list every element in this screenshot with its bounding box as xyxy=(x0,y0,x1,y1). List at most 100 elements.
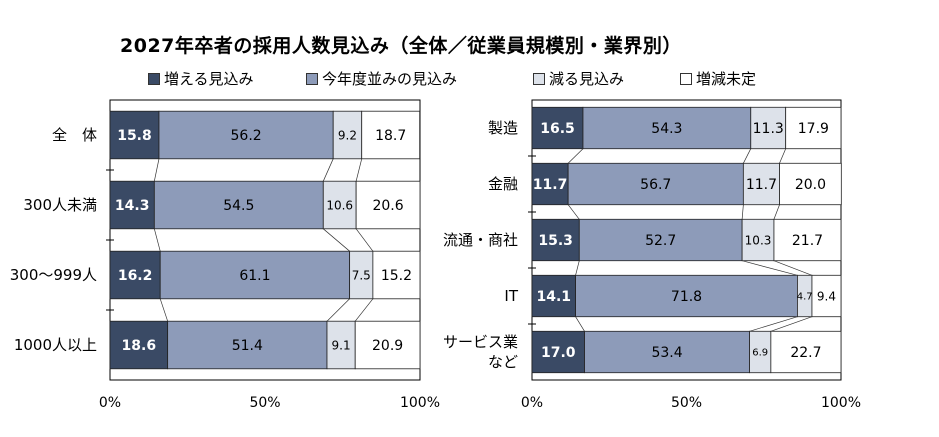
chart-title: 2027年卒者の採用人数見込み（全体／従業員規模別・業界別） xyxy=(120,35,682,57)
x-tick-label: 50% xyxy=(671,395,702,411)
bar-increase xyxy=(531,106,584,150)
bar-undecided xyxy=(773,218,842,262)
x-tick-label: 100% xyxy=(821,395,861,411)
x-tick-label: 0% xyxy=(99,395,121,411)
x-tick-label: 0% xyxy=(521,395,543,411)
series-connector xyxy=(567,148,584,164)
data-label-decrease: 6.9 xyxy=(752,348,768,359)
bar-same xyxy=(567,162,744,206)
data-label-decrease: 10.3 xyxy=(745,233,772,247)
bar-increase xyxy=(531,162,569,206)
legend-label-undecided: 増減未定 xyxy=(696,70,757,88)
bar-same xyxy=(582,106,752,150)
bar-undecided xyxy=(785,106,842,150)
category-label: サービス業 xyxy=(443,333,518,351)
legend-item-same: 今年度並みの見込み xyxy=(306,68,457,89)
legend-item-increase: 増える見込み xyxy=(148,68,254,89)
bar-increase xyxy=(109,250,161,300)
legend-label-increase: 増える見込み xyxy=(164,70,254,88)
legend-label-decrease: 減る見込み xyxy=(549,70,625,88)
series-connector xyxy=(575,260,580,276)
bar-increase xyxy=(531,274,576,318)
data-label-increase: 16.2 xyxy=(118,268,153,284)
data-label-increase: 15.3 xyxy=(538,233,573,249)
bar-same xyxy=(167,320,328,370)
category-label: IT xyxy=(504,287,518,305)
series-connector xyxy=(741,204,744,220)
series-connector xyxy=(749,316,798,332)
bar-decrease xyxy=(322,180,357,230)
bar-increase xyxy=(109,320,169,370)
category-label: 300～999人 xyxy=(10,266,97,284)
category-label: 全 体 xyxy=(52,126,97,144)
legend-swatch-decrease xyxy=(533,72,545,85)
data-label-decrease: 7.5 xyxy=(352,268,371,282)
series-connector xyxy=(326,298,350,322)
category-label: など xyxy=(488,353,518,371)
data-label-undecided: 20.6 xyxy=(372,198,403,214)
data-label-undecided: 15.2 xyxy=(381,268,412,284)
data-label-increase: 16.5 xyxy=(540,121,575,137)
series-connector xyxy=(773,260,813,276)
series-connector xyxy=(779,148,787,164)
legend-swatch-undecided xyxy=(680,72,692,85)
data-label-same: 52.7 xyxy=(645,233,676,249)
data-label-same: 56.2 xyxy=(231,128,262,144)
series-connector xyxy=(323,228,350,252)
data-label-undecided: 20.0 xyxy=(795,177,826,193)
data-label-undecided: 9.4 xyxy=(817,289,836,303)
data-label-same: 54.3 xyxy=(651,121,682,137)
bar-same xyxy=(584,330,750,374)
bar-same xyxy=(159,250,351,300)
series-connector xyxy=(575,316,585,332)
data-label-decrease: 9.1 xyxy=(332,338,351,352)
bar-undecided xyxy=(770,330,842,374)
category-label: 流通・商社 xyxy=(443,231,518,249)
series-connector xyxy=(567,204,580,220)
series-connector xyxy=(159,298,168,322)
data-label-same: 51.4 xyxy=(232,338,263,354)
series-connector xyxy=(355,228,374,252)
bar-increase xyxy=(109,180,155,230)
category-label: 製造 xyxy=(488,119,518,137)
bar-increase xyxy=(109,110,160,160)
data-label-decrease: 11.3 xyxy=(753,121,784,137)
data-label-decrease: 4.7 xyxy=(797,292,813,303)
data-label-increase: 14.3 xyxy=(115,198,150,214)
bar-same xyxy=(578,218,743,262)
data-label-decrease: 9.2 xyxy=(338,128,357,142)
legend-item-decrease: 減る見込み xyxy=(533,68,624,89)
data-label-increase: 18.6 xyxy=(122,338,157,354)
bar-undecided xyxy=(811,274,842,318)
data-label-decrease: 11.7 xyxy=(746,177,777,193)
category-label: 300人未満 xyxy=(23,196,97,214)
series-connector xyxy=(770,316,813,332)
data-label-decrease: 10.6 xyxy=(326,198,353,212)
data-label-increase: 15.8 xyxy=(117,128,152,144)
data-label-same: 71.8 xyxy=(671,289,702,305)
bar-same xyxy=(153,180,324,230)
series-connector xyxy=(322,158,334,182)
series-connector xyxy=(153,228,161,252)
data-label-same: 61.1 xyxy=(239,268,270,284)
bar-decrease xyxy=(741,218,775,262)
data-label-increase: 14.1 xyxy=(537,289,572,305)
category-label: 1000人以上 xyxy=(14,336,97,354)
data-label-same: 53.4 xyxy=(651,345,682,361)
data-label-undecided: 17.9 xyxy=(798,121,829,137)
data-label-undecided: 22.7 xyxy=(790,345,821,361)
x-tick-label: 100% xyxy=(400,395,440,411)
series-connector xyxy=(773,204,780,220)
series-connector xyxy=(354,298,374,322)
series-connector xyxy=(153,158,160,182)
category-label: 金融 xyxy=(488,175,518,193)
bar-decrease xyxy=(332,110,363,160)
data-label-increase: 17.0 xyxy=(541,345,576,361)
bar-undecided xyxy=(355,180,421,230)
series-connector xyxy=(355,158,363,182)
bar-undecided xyxy=(372,250,421,300)
series-connector xyxy=(743,148,752,164)
bar-decrease xyxy=(742,162,780,206)
data-label-undecided: 18.7 xyxy=(375,128,406,144)
